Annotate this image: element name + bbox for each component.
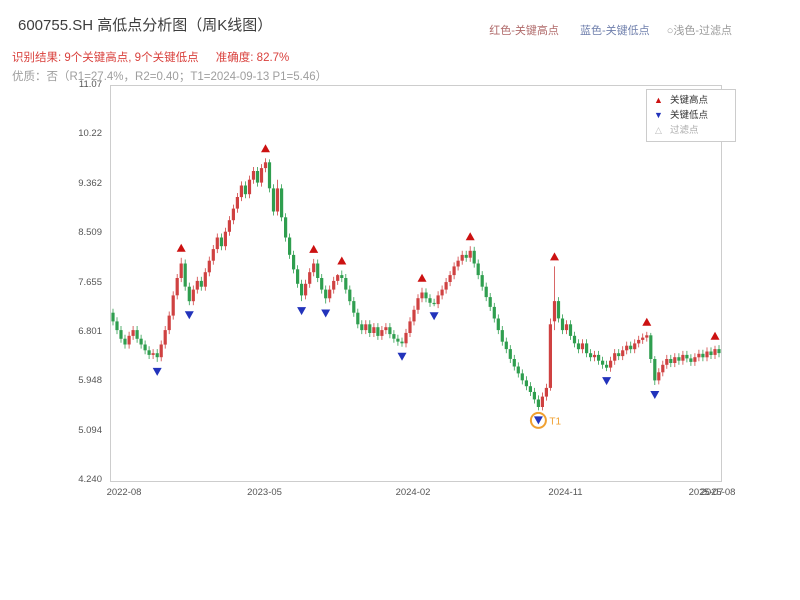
- t1-label: T1: [549, 416, 561, 427]
- key-low-marker: [184, 311, 194, 320]
- legend-marker-icon: △: [655, 125, 662, 135]
- key-low-marker: [297, 307, 307, 316]
- y-axis-tick-label: 7.655: [78, 276, 102, 288]
- x-axis-tick-label: 2024-11: [548, 487, 583, 498]
- candles: [111, 158, 721, 411]
- x-axis-tick-label: 2022-08: [106, 487, 142, 498]
- y-axis-tick-label: 4.240: [78, 474, 102, 485]
- y-axis-tick-label: 11.07: [78, 79, 102, 90]
- accuracy-text: 准确度: 82.7%: [215, 52, 290, 64]
- legend-item: ▲ 关键高点: [653, 95, 729, 106]
- quality-line: 优质：否（R1=27.4%，R2=0.40；T1=2024-09-13 P1=5…: [12, 71, 328, 83]
- note-key-low: 蓝色-关键低点: [579, 25, 650, 37]
- note-filtered-point: ○浅色-过滤点: [666, 25, 732, 37]
- recognition-text: 识别结果: 9个关键高点, 9个关键低点: [12, 52, 199, 64]
- key-high-marker: [337, 256, 347, 265]
- legend-marker-icon: ▲: [654, 95, 663, 105]
- legend-marker-icon: ▼: [654, 110, 663, 120]
- legend-item-label: 过滤点: [670, 125, 699, 136]
- t1-marker: T1: [529, 411, 562, 429]
- y-axis-tick-label: 5.948: [78, 375, 102, 387]
- y-axis-tick-label: 6.801: [78, 325, 102, 337]
- x-axis-tick-label: 2023-05: [247, 487, 282, 498]
- legend-item-label: 关键低点: [670, 110, 709, 121]
- chart-legend-box: ▲ 关键高点 ▼ 关键低点 △ 过滤点: [646, 89, 736, 142]
- y-axis-tick-label: 8.509: [78, 227, 102, 239]
- key-low-marker: [533, 416, 543, 425]
- key-low-marker: [397, 352, 407, 361]
- x-axis-tick-label: 2024-02: [395, 487, 431, 498]
- note-key-high: 红色-关键高点: [489, 25, 559, 37]
- key-high-marker: [417, 273, 427, 282]
- key-high-marker: [642, 317, 652, 326]
- key-low-marker: [321, 309, 331, 318]
- plot-area: T1: [110, 85, 722, 482]
- key-low-marker: [429, 312, 439, 321]
- y-axis-tick-label: 5.094: [78, 424, 102, 436]
- key-high-marker: [176, 243, 186, 252]
- key-low-markers: [152, 307, 660, 425]
- key-high-marker: [465, 232, 475, 241]
- key-high-marker: [710, 331, 720, 340]
- x-axis-tick-label: 2025-08: [700, 487, 736, 498]
- x-axis-tick-label: 2025-07: [688, 487, 724, 498]
- key-low-marker: [650, 391, 660, 399]
- y-axis-tick-label: 9.362: [78, 177, 102, 189]
- candlestick-chart: T1: [111, 144, 721, 429]
- legend-item: ▼ 关键低点: [653, 110, 729, 121]
- recognition-result-line: 识别结果: 9个关键高点, 9个关键低点 准确度: 82.7%: [12, 49, 289, 65]
- legend-item: △ 过滤点: [653, 125, 729, 136]
- legend-item-label: 关键高点: [670, 95, 709, 106]
- t1-circle: [529, 411, 547, 429]
- key-high-marker: [309, 244, 319, 253]
- key-high-marker: [261, 144, 270, 153]
- key-low-marker: [152, 367, 162, 376]
- page-title: 600755.SH 高低点分析图（周K线图）: [18, 17, 273, 34]
- color-legend-note: 红色-关键高点 蓝色-关键低点 ○浅色-过滤点: [489, 22, 732, 38]
- key-low-marker: [602, 377, 612, 386]
- key-high-markers: [176, 144, 720, 340]
- key-high-marker: [550, 252, 559, 261]
- y-axis-tick-label: 10.22: [78, 128, 102, 140]
